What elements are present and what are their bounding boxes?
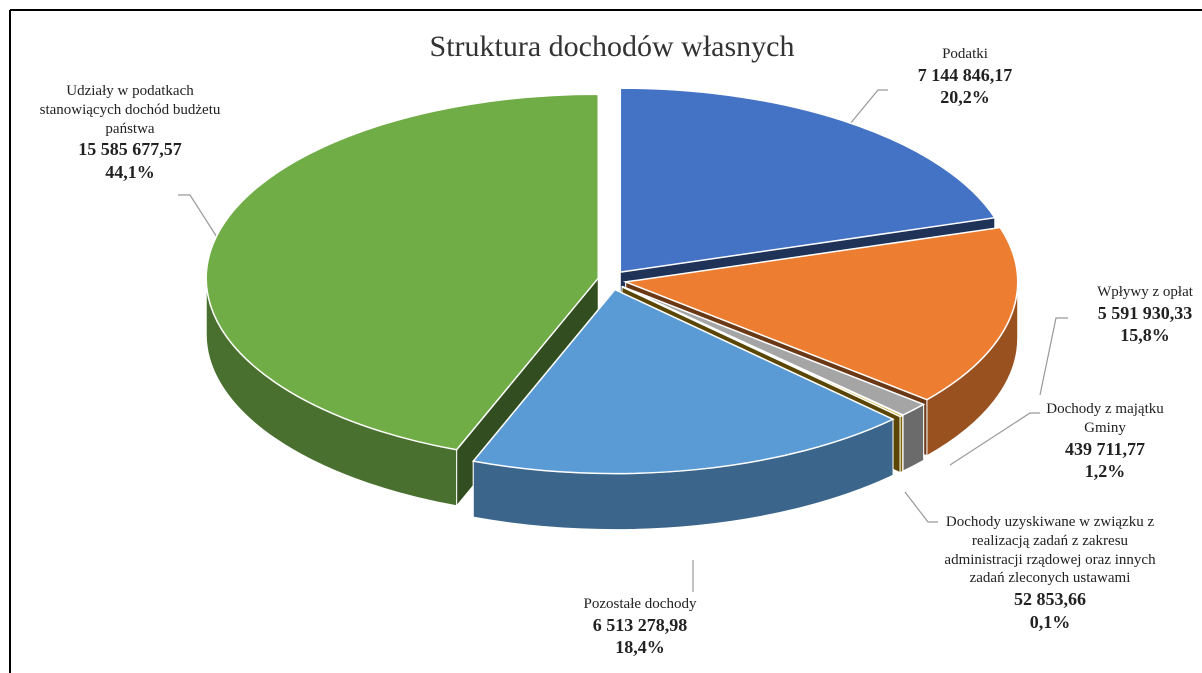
category-label: Podatki	[942, 46, 988, 62]
percent-label: 15,8%	[1120, 325, 1170, 346]
percent-label: 20,2%	[940, 87, 990, 108]
value-label: 439 711,77	[1064, 438, 1145, 459]
percent-label: 18,4%	[615, 637, 665, 658]
percent-label: 1,2%	[1084, 461, 1126, 481]
data-label: Pozostałe dochody 6 513 278,98 18,4%	[540, 595, 740, 659]
slice	[471, 288, 895, 475]
data-label: Dochody uzyskiwane w związku z realizacj…	[935, 513, 1165, 633]
leader-line	[178, 194, 223, 246]
percent-label: 0,1%	[1029, 611, 1071, 632]
leader-line	[904, 491, 938, 523]
percent-label: 44,1%	[105, 161, 155, 182]
leader-line	[949, 412, 1040, 466]
value-label: 52 853,66	[1014, 589, 1086, 609]
data-label: Podatki 7 144 846,17 20,2%	[865, 45, 1065, 109]
value-label: 7 144 846,17	[917, 64, 1013, 85]
slice	[619, 87, 997, 273]
leader-line	[844, 89, 888, 131]
category-label: Pozostałe dochody	[583, 596, 697, 612]
category-label: Wpływy z opłat	[1097, 284, 1193, 300]
chart-title: Struktura dochodów własnych	[429, 30, 795, 63]
category-label: Dochody uzyskiwane w związku z realizacj…	[944, 514, 1156, 587]
data-label: Dochody z majątku Gminy 439 711,77 1,2%	[1030, 400, 1180, 483]
slice	[621, 286, 905, 418]
data-label: Udziały w podatkach stanowiących dochód …	[35, 82, 225, 183]
slice	[205, 93, 599, 451]
value-label: 6 513 278,98	[592, 614, 688, 635]
slice	[622, 226, 1019, 401]
category-label: Dochody z majątku Gminy	[1046, 401, 1164, 436]
slice-side	[899, 414, 904, 474]
value-label: 15 585 677,57	[78, 139, 182, 160]
category-label: Udziały w podatkach stanowiących dochód …	[39, 83, 221, 137]
value-label: 5 591 930,33	[1097, 302, 1193, 323]
leader-line	[1039, 317, 1068, 396]
data-label: Wpływy z opłat 5 591 930,33 15,8%	[1055, 283, 1202, 347]
